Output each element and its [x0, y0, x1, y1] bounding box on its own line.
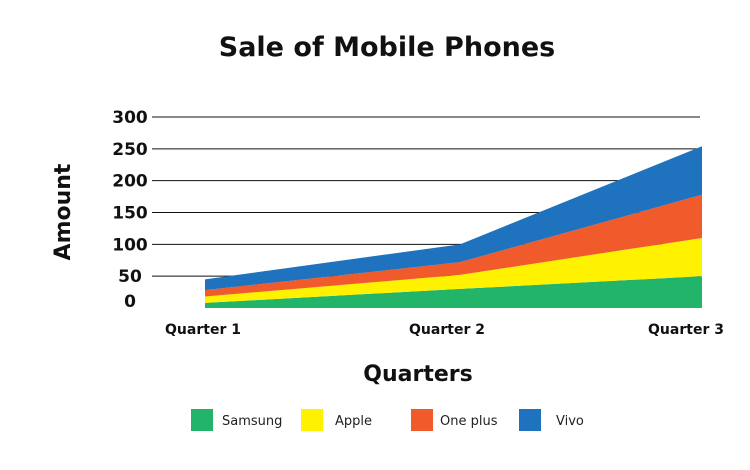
legend-label: Vivo — [556, 414, 584, 429]
y-axis-label: Amount — [51, 163, 76, 260]
y-tick-label: 200 — [112, 172, 148, 192]
area-series — [205, 146, 702, 308]
y-tick-label: 100 — [112, 235, 148, 255]
area-apple — [205, 237, 702, 303]
x-axis-ticks: Quarter 1 Quarter 2 Quarter 3 — [165, 322, 724, 338]
legend-swatch — [301, 409, 323, 431]
area-samsung — [205, 276, 702, 308]
legend-swatch — [519, 409, 541, 431]
y-tick-label: 300 — [112, 108, 148, 128]
x-axis-label: Quarters — [363, 362, 472, 387]
legend-label: Apple — [335, 414, 372, 429]
y-tick-label: 250 — [112, 140, 148, 160]
legend-swatch — [411, 409, 433, 431]
area-one-plus — [205, 194, 702, 297]
y-tick-label: 50 — [118, 267, 142, 287]
x-tick-label: Quarter 1 — [165, 322, 241, 338]
y-tick-label: 150 — [112, 204, 148, 224]
legend: Samsung Apple One plus Vivo — [191, 409, 584, 431]
chart-title: Sale of Mobile Phones — [219, 32, 555, 63]
y-axis-ticks: 0 50 100 150 200 250 300 — [112, 108, 148, 312]
legend-label: One plus — [440, 414, 498, 429]
x-tick-label: Quarter 2 — [409, 322, 485, 338]
legend-label: Samsung — [222, 414, 282, 429]
x-tick-label: Quarter 3 — [648, 322, 724, 338]
area-vivo — [205, 146, 702, 291]
legend-swatch — [191, 409, 213, 431]
y-tick-label: 0 — [124, 292, 136, 312]
